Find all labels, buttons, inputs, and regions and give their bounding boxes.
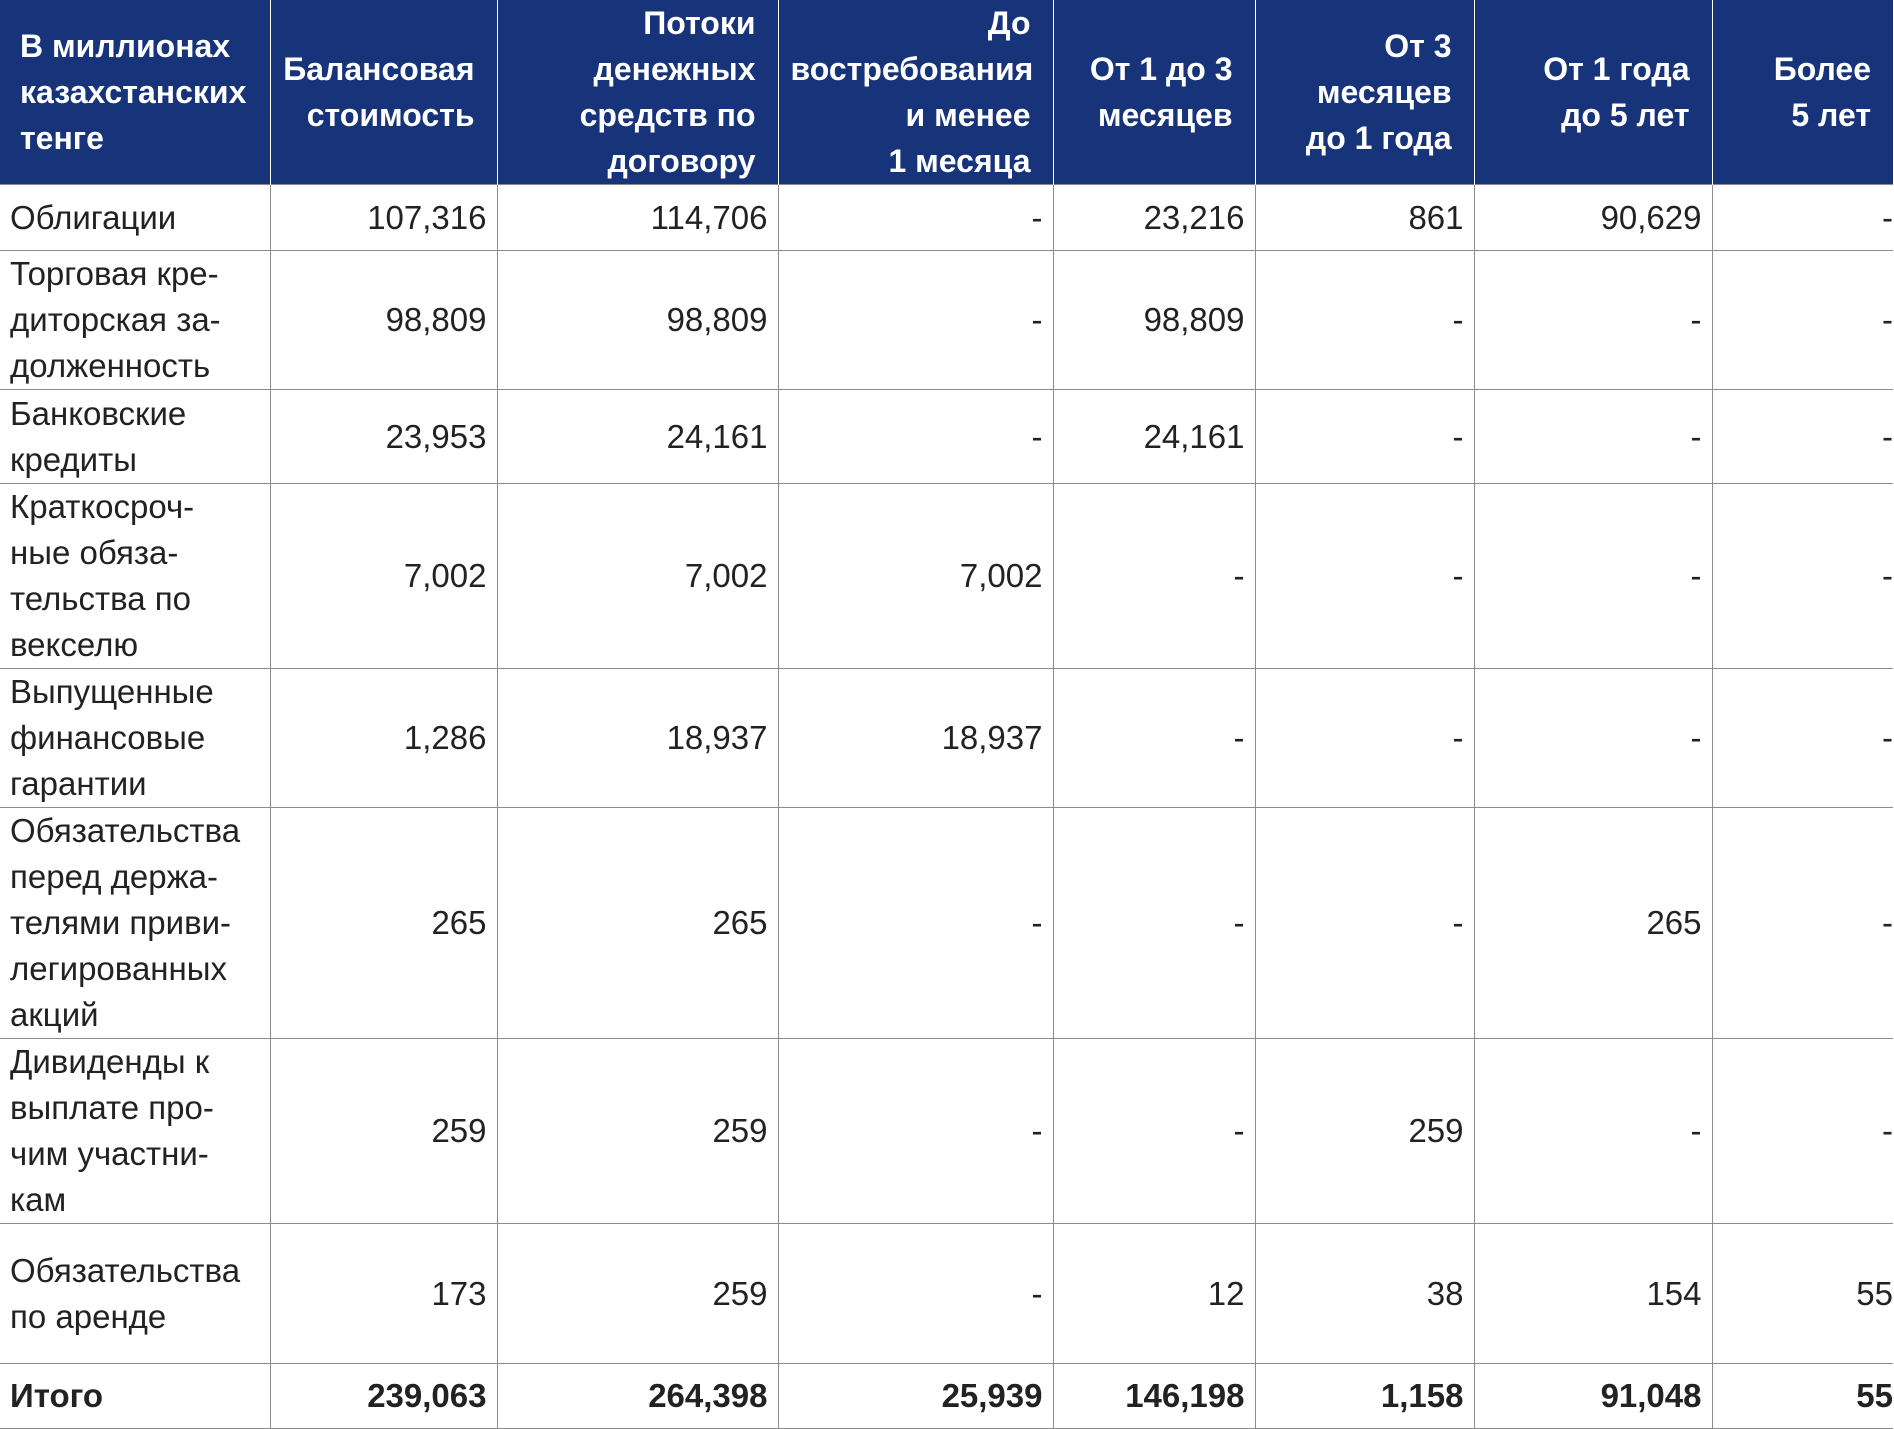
table-cell: 1,286 bbox=[269, 668, 498, 808]
table-cell: - bbox=[1254, 807, 1475, 1039]
table-row: Облигации 107,316 114,706 - 23,216 861 9… bbox=[0, 184, 1893, 251]
table-cell: 259 bbox=[269, 1038, 498, 1224]
table-cell: - bbox=[1254, 389, 1475, 484]
table-cell: - bbox=[777, 389, 1054, 484]
table-cell: - bbox=[1052, 668, 1256, 808]
table-cell: 18,937 bbox=[496, 668, 779, 808]
table-cell: 98,809 bbox=[496, 250, 779, 390]
table-cell: - bbox=[1711, 483, 1893, 669]
column-header: От 1 до 3 месяцев bbox=[1052, 0, 1256, 185]
row-label: Торговая кре- диторская за- долженность bbox=[0, 250, 271, 390]
table-cell: 861 bbox=[1254, 184, 1475, 251]
table-cell: - bbox=[777, 807, 1054, 1039]
column-header: Потоки денежных средств по договору bbox=[496, 0, 779, 185]
table-cell: 107,316 bbox=[269, 184, 498, 251]
total-cell: 239,063 bbox=[269, 1363, 498, 1429]
total-cell: 25,939 bbox=[777, 1363, 1054, 1429]
table-row: Обязательства по аренде 173 259 - 12 38 … bbox=[0, 1223, 1893, 1364]
row-label: Обязательства перед держа- телями приви-… bbox=[0, 807, 271, 1039]
table-cell: 154 bbox=[1473, 1223, 1713, 1364]
row-label: Дивиденды к выплате про- чим участни- ка… bbox=[0, 1038, 271, 1224]
row-label: Банковские кредиты bbox=[0, 389, 271, 484]
table-cell: 7,002 bbox=[269, 483, 498, 669]
column-header: В миллионах казахстанских тенге bbox=[0, 0, 271, 185]
table-cell: - bbox=[1473, 389, 1713, 484]
table-cell: - bbox=[1254, 483, 1475, 669]
table-cell: - bbox=[1473, 668, 1713, 808]
table-cell: - bbox=[1711, 389, 1893, 484]
table-row: Дивиденды к выплате про- чим участни- ка… bbox=[0, 1038, 1893, 1224]
row-label: Обязательства по аренде bbox=[0, 1223, 271, 1364]
table-cell: 38 bbox=[1254, 1223, 1475, 1364]
total-row: Итого 239,063 264,398 25,939 146,198 1,1… bbox=[0, 1363, 1893, 1429]
table-cell: - bbox=[1473, 250, 1713, 390]
table-cell: 114,706 bbox=[496, 184, 779, 251]
table-cell: - bbox=[1052, 1038, 1256, 1224]
table-row: Торговая кре- диторская за- долженность … bbox=[0, 250, 1893, 390]
table-cell: 7,002 bbox=[496, 483, 779, 669]
table-cell: 7,002 bbox=[777, 483, 1054, 669]
table-cell: 90,629 bbox=[1473, 184, 1713, 251]
table-cell: - bbox=[1052, 483, 1256, 669]
total-label: Итого bbox=[0, 1363, 271, 1429]
table-cell: 24,161 bbox=[496, 389, 779, 484]
table-cell: - bbox=[1473, 1038, 1713, 1224]
table-cell: - bbox=[1711, 1038, 1893, 1224]
table-cell: 23,953 bbox=[269, 389, 498, 484]
row-label: Краткосроч- ные обяза- тельства по вексе… bbox=[0, 483, 271, 669]
table-cell: - bbox=[1254, 250, 1475, 390]
total-cell: 146,198 bbox=[1052, 1363, 1256, 1429]
column-header: Более 5 лет bbox=[1711, 0, 1893, 185]
table-cell: - bbox=[777, 1223, 1054, 1364]
total-cell: 91,048 bbox=[1473, 1363, 1713, 1429]
table-row: Обязательства перед держа- телями приви-… bbox=[0, 807, 1893, 1039]
table-cell: 55 bbox=[1711, 1223, 1893, 1364]
table-cell: 173 bbox=[269, 1223, 498, 1364]
column-header: Балансовая стоимость bbox=[269, 0, 498, 185]
row-label: Облигации bbox=[0, 184, 271, 251]
table-cell: 98,809 bbox=[1052, 250, 1256, 390]
table-cell: 259 bbox=[496, 1038, 779, 1224]
table-cell: - bbox=[777, 184, 1054, 251]
table-cell: - bbox=[1254, 668, 1475, 808]
row-label: Выпущенные финансовые гарантии bbox=[0, 668, 271, 808]
column-header: От 3 месяцев до 1 года bbox=[1254, 0, 1475, 185]
table-cell: 24,161 bbox=[1052, 389, 1256, 484]
table-cell: 259 bbox=[496, 1223, 779, 1364]
table-cell: 265 bbox=[1473, 807, 1713, 1039]
table-cell: - bbox=[1711, 184, 1893, 251]
table-cell: - bbox=[1052, 807, 1256, 1039]
table-cell: 12 bbox=[1052, 1223, 1256, 1364]
total-cell: 264,398 bbox=[496, 1363, 779, 1429]
table-cell: 265 bbox=[496, 807, 779, 1039]
table-row: Краткосроч- ные обяза- тельства по вексе… bbox=[0, 483, 1893, 669]
total-cell: 1,158 bbox=[1254, 1363, 1475, 1429]
table-cell: 98,809 bbox=[269, 250, 498, 390]
table-cell: 23,216 bbox=[1052, 184, 1256, 251]
table-cell: - bbox=[1711, 668, 1893, 808]
column-header: До востребования и менее 1 месяца bbox=[777, 0, 1054, 185]
table-cell: - bbox=[1711, 807, 1893, 1039]
table-cell: - bbox=[777, 1038, 1054, 1224]
table-cell: 265 bbox=[269, 807, 498, 1039]
header-row: В миллионах казахстанских тенге Балансов… bbox=[0, 0, 1893, 185]
column-header: От 1 года до 5 лет bbox=[1473, 0, 1713, 185]
table-cell: 18,937 bbox=[777, 668, 1054, 808]
total-cell: 55 bbox=[1711, 1363, 1893, 1429]
table-row: Банковские кредиты 23,953 24,161 - 24,16… bbox=[0, 389, 1893, 484]
table-cell: - bbox=[777, 250, 1054, 390]
table-cell: - bbox=[1711, 250, 1893, 390]
table-cell: 259 bbox=[1254, 1038, 1475, 1224]
table-cell: - bbox=[1473, 483, 1713, 669]
table-row: Выпущенные финансовые гарантии 1,286 18,… bbox=[0, 668, 1893, 808]
